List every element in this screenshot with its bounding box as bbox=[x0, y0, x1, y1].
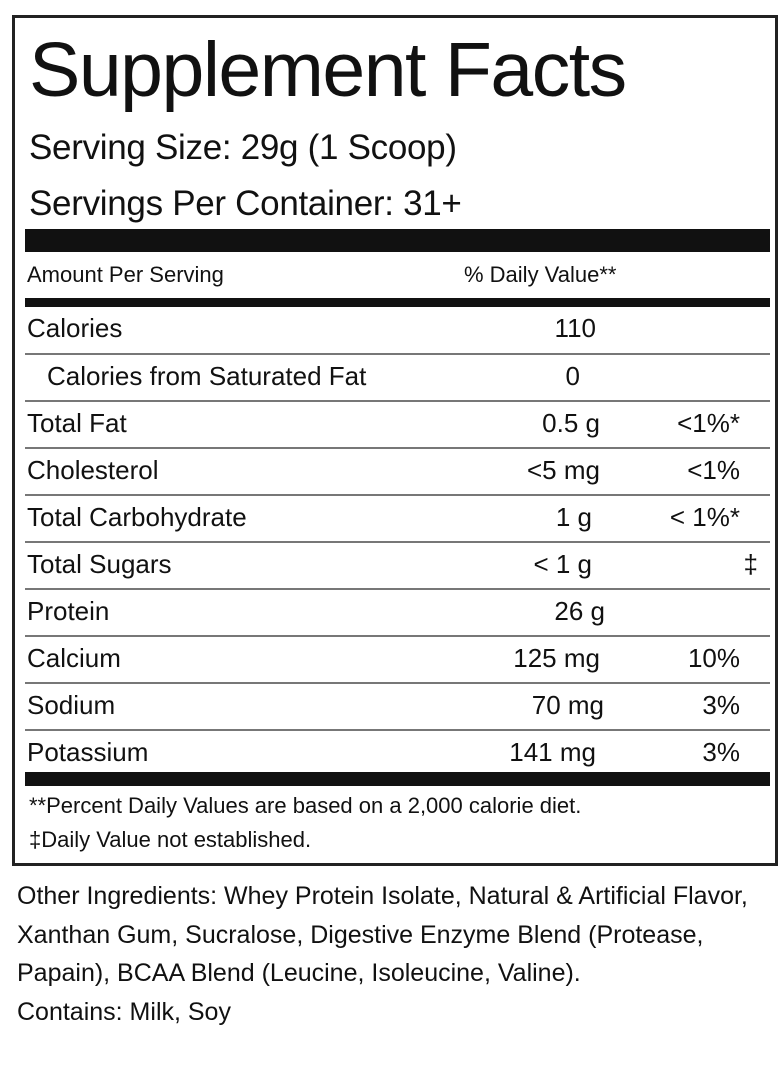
nutrient-name: Calories from Saturated Fat bbox=[47, 361, 367, 391]
nutrient-amount: 0 bbox=[565, 361, 580, 391]
nutrient-name: Cholesterol bbox=[27, 455, 159, 485]
nutrient-amount: <5 mg bbox=[527, 455, 600, 485]
nutrient-row: Total Fat 0.5 g <1%* bbox=[25, 402, 770, 448]
servings-per-container: Servings Per Container: 31+ bbox=[29, 184, 462, 223]
row-divider bbox=[25, 682, 770, 684]
nutrient-name: Potassium bbox=[27, 737, 149, 767]
nutrient-amount: 125 mg bbox=[513, 643, 600, 673]
nutrient-dv: <1%* bbox=[677, 408, 740, 438]
footnote-not-established: ‡Daily Value not established. bbox=[29, 827, 312, 852]
nutrient-row: Potassium 141 mg 3% bbox=[25, 731, 770, 777]
nutrient-row: Sodium 70 mg 3% bbox=[25, 684, 770, 730]
nutrient-row: Calories 110 bbox=[25, 307, 770, 353]
panel-title: Supplement Facts bbox=[29, 27, 627, 113]
nutrient-dv: <1% bbox=[687, 455, 740, 485]
row-divider bbox=[25, 494, 770, 496]
nutrient-row: Cholesterol <5 mg <1% bbox=[25, 449, 770, 495]
allergen-contains: Contains: Milk, Soy bbox=[17, 997, 231, 1026]
serving-size: Serving Size: 29g (1 Scoop) bbox=[29, 128, 457, 167]
medium-divider bbox=[25, 298, 770, 307]
nutrient-amount: 141 mg bbox=[509, 737, 596, 767]
nutrient-row: Calories from Saturated Fat 0 bbox=[25, 355, 770, 401]
nutrient-amount: 1 g bbox=[555, 502, 592, 532]
nutrient-dv: < 1%* bbox=[669, 502, 740, 532]
row-divider bbox=[25, 447, 770, 449]
nutrient-dv: ‡ bbox=[743, 549, 758, 579]
supplement-facts-panel: Supplement Facts Serving Size: 29g (1 Sc… bbox=[12, 15, 778, 866]
nutrient-amount: 0.5 g bbox=[542, 408, 600, 438]
nutrient-row: Calcium 125 mg 10% bbox=[25, 637, 770, 683]
nutrient-name: Sodium bbox=[27, 690, 116, 720]
nutrient-dv: 3% bbox=[702, 690, 740, 720]
row-divider bbox=[25, 635, 770, 637]
thick-divider bbox=[25, 772, 770, 786]
other-ingredients: Other Ingredients: Whey Protein Isolate,… bbox=[17, 882, 748, 987]
nutrient-amount: 110 bbox=[554, 313, 596, 343]
nutrient-name: Total Carbohydrate bbox=[27, 502, 247, 532]
nutrient-amount: 26 g bbox=[554, 596, 605, 626]
nutrient-name: Total Sugars bbox=[27, 549, 172, 579]
nutrient-name: Protein bbox=[27, 596, 110, 626]
nutrient-dv: 3% bbox=[702, 737, 740, 767]
nutrient-row: Total Sugars < 1 g ‡ bbox=[25, 543, 770, 589]
nutrient-amount: < 1 g bbox=[533, 549, 592, 579]
nutrient-name: Total Fat bbox=[27, 408, 127, 438]
thick-divider bbox=[25, 229, 770, 252]
daily-value-header: % Daily Value** bbox=[464, 262, 617, 287]
nutrient-dv: 10% bbox=[687, 643, 740, 673]
row-divider bbox=[25, 353, 770, 355]
row-divider bbox=[25, 729, 770, 731]
nutrient-name: Calcium bbox=[27, 643, 121, 673]
ingredients-block: Other Ingredients: Whey Protein Isolate,… bbox=[17, 877, 777, 1031]
nutrient-row: Total Carbohydrate 1 g < 1%* bbox=[25, 496, 770, 542]
nutrient-amount: 70 mg bbox=[531, 690, 604, 720]
footnote-daily-values: **Percent Daily Values are based on a 2,… bbox=[29, 793, 582, 818]
amount-per-serving-header: Amount Per Serving bbox=[27, 262, 224, 287]
nutrient-row: Protein 26 g bbox=[25, 590, 770, 636]
nutrient-name: Calories bbox=[27, 313, 123, 343]
row-divider bbox=[25, 400, 770, 402]
row-divider bbox=[25, 541, 770, 543]
row-divider bbox=[25, 588, 770, 590]
